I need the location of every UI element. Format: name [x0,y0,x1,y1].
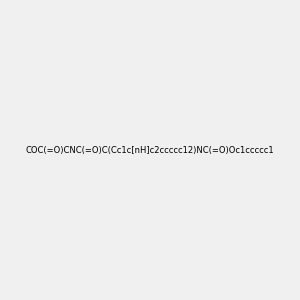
Text: COC(=O)CNC(=O)C(Cc1c[nH]c2ccccc12)NC(=O)Oc1ccccc1: COC(=O)CNC(=O)C(Cc1c[nH]c2ccccc12)NC(=O)… [26,146,274,154]
